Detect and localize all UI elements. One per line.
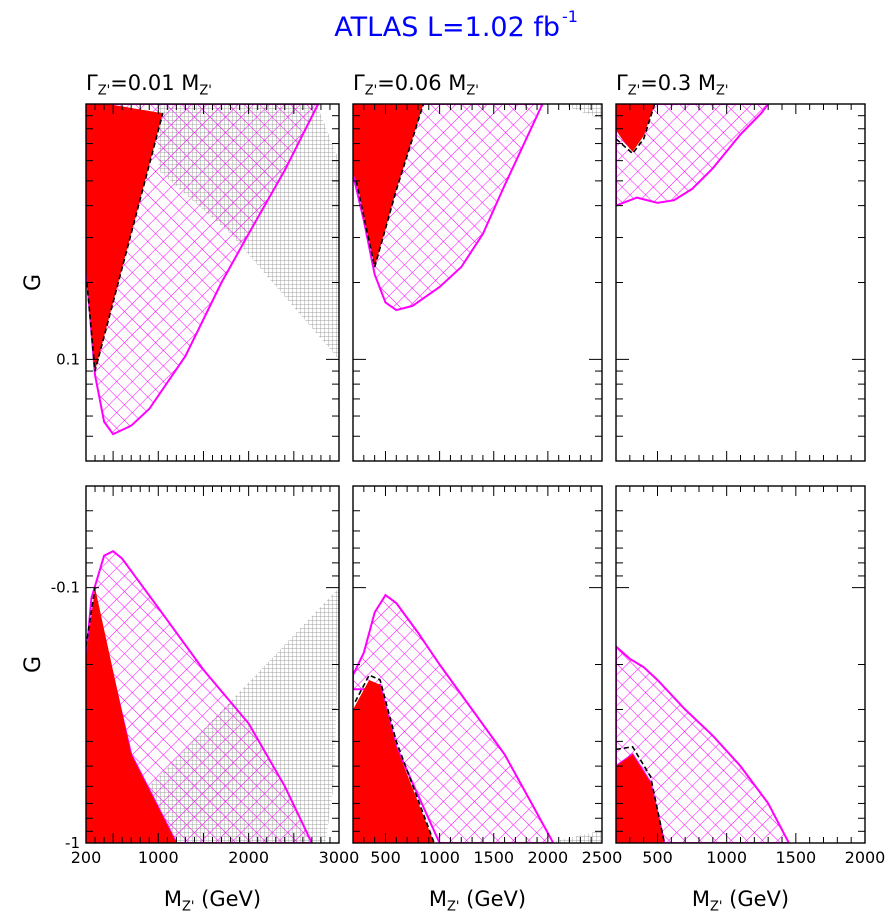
x-tick-label: 500	[642, 848, 673, 867]
chart-panel-top-right: ΓZ'=0.3 MZ'	[615, 71, 866, 462]
region-magenta-hatch	[616, 104, 770, 207]
chart-panel-top-middle: ΓZ'=0.06 MZ'	[352, 71, 603, 462]
y-axis-label: G	[21, 274, 46, 291]
x-axis-label: MZ' (GeV)	[164, 887, 261, 915]
x-tick-label: 1000	[706, 848, 747, 867]
region-black-dashed	[86, 112, 164, 372]
x-tick-label: 1000	[419, 848, 460, 867]
plot-area	[353, 593, 602, 843]
x-axis-label: MZ' (GeV)	[429, 887, 526, 915]
x-tick-label: 3000	[319, 848, 360, 867]
x-axis-label: MZ' (GeV)	[692, 887, 789, 915]
panel-title: ΓZ'=0.3 MZ'	[616, 71, 729, 99]
chart-panel-bottom-middle: 500 1000 1500 2000 2500 MZ' (GeV)	[352, 485, 623, 915]
region-black-dashed	[616, 745, 666, 843]
chart-panel-top-left: 0.1 G ΓZ'=0.01 MZ'	[21, 71, 340, 462]
region-black-dashed	[354, 674, 435, 843]
x-tick-label: 200	[71, 848, 102, 867]
x-tick-label: 2000	[528, 848, 569, 867]
region-black-dashed	[616, 104, 656, 155]
figure-title-superscript: -1	[562, 7, 578, 26]
region-black-dashed	[355, 104, 425, 268]
plot-area	[616, 104, 770, 207]
panel-title: ΓZ'=0.06 MZ'	[353, 71, 479, 99]
region-red-fill	[616, 104, 655, 152]
panels-group: 0.1 G ΓZ'=0.01 MZ' ΓZ'=0.06 MZ' ΓZ'=0.3 MZ' -…	[21, 71, 885, 915]
region-red-fill	[86, 587, 177, 843]
x-tick-label: 1500	[775, 848, 816, 867]
panel-title: ΓZ'=0.01 MZ'	[86, 71, 212, 99]
region-grey-hatch	[560, 104, 602, 120]
x-tick-label: 2000	[228, 848, 269, 867]
region-red-fill	[353, 104, 424, 267]
x-tick-label: 2500	[582, 848, 623, 867]
plot-area	[86, 104, 339, 436]
y-tick-label: -0.1	[51, 579, 80, 597]
x-tick-label: 2000	[845, 848, 886, 867]
plot-area	[353, 104, 602, 312]
y-axis-label: G	[21, 656, 46, 673]
region-black-dashed	[86, 587, 96, 647]
y-tick-label: 0.1	[56, 350, 80, 368]
plot-area	[616, 645, 791, 843]
plot-area	[86, 550, 339, 843]
x-tick-label: 1500	[473, 848, 514, 867]
y-tick-label: -1	[65, 834, 80, 852]
figure-title: ATLAS L=1.02 fb	[334, 12, 560, 43]
chart-panel-bottom-right: 500 1000 1500 2000 MZ' (GeV)	[615, 485, 886, 915]
region-magenta-hatch	[86, 104, 320, 436]
x-tick-label: 1000	[138, 848, 179, 867]
region-red-fill	[616, 754, 665, 843]
chart-panel-bottom-left: -0.1 -1 G 200 1000 2000 3000 MZ' (GeV)	[21, 485, 360, 915]
x-tick-label: 500	[370, 848, 401, 867]
region-red-fill	[86, 104, 163, 372]
region-red-fill	[353, 680, 435, 843]
region-grey-hatch	[547, 830, 602, 843]
